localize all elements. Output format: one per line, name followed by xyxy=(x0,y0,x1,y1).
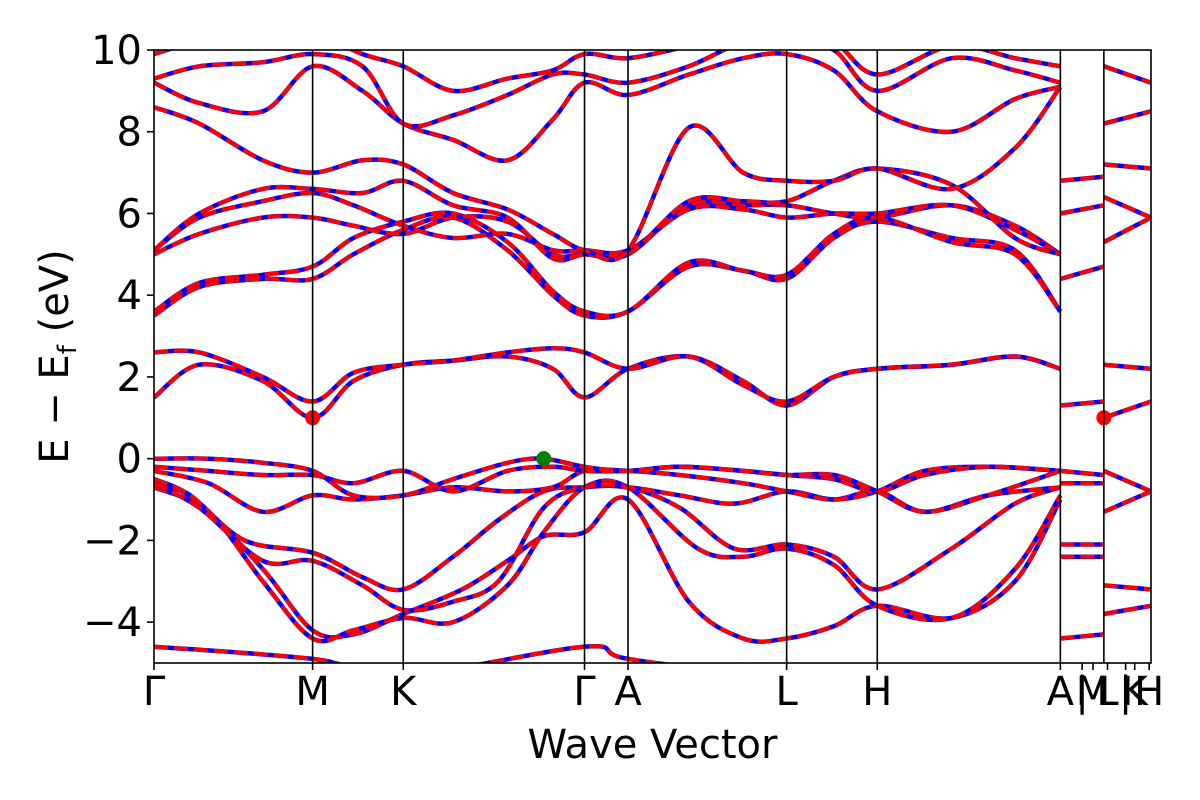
band-35 xyxy=(1103,469,1151,494)
y-tick-label-4: 4 xyxy=(117,273,142,319)
band-21 xyxy=(1060,203,1105,216)
band-13 xyxy=(154,190,1062,257)
band-3-blue xyxy=(154,477,1062,593)
bands-layer xyxy=(154,50,1151,663)
band-30 xyxy=(1102,215,1151,244)
y-axis-label: E − Ef (eV) xyxy=(32,249,83,464)
band-22 xyxy=(1060,174,1105,183)
band-20 xyxy=(1059,264,1105,281)
band-9 xyxy=(154,346,1061,404)
band-19 xyxy=(1060,399,1105,408)
x-tick-label-3: Γ xyxy=(573,669,596,715)
band-32 xyxy=(1103,162,1151,171)
y-tick-label-2: 0 xyxy=(117,437,142,483)
band-27 xyxy=(1060,632,1105,641)
band-38 xyxy=(1103,603,1151,616)
band-37 xyxy=(1103,583,1151,592)
x-tick-label-12: K xyxy=(1122,669,1150,715)
band-11 xyxy=(154,210,1062,319)
band-33 xyxy=(1103,109,1151,126)
y-axis-label-main: E − E xyxy=(32,354,78,464)
y-axis-label-subscript: f xyxy=(53,344,83,354)
extremum-marker-2 xyxy=(536,451,552,467)
x-tick-label-13: H xyxy=(1134,669,1164,715)
band-29 xyxy=(1103,362,1151,371)
x-tick-label-10: L xyxy=(1096,669,1119,715)
x-tick-label-5: L xyxy=(775,669,798,715)
band-23 xyxy=(1060,468,1105,477)
y-tick-label-1: −2 xyxy=(83,518,142,564)
band-31 xyxy=(1103,195,1151,220)
y-axis-ticks: −4 −2 0 2 4 6 8 10 xyxy=(83,28,154,646)
band-13-blue xyxy=(154,190,1062,257)
high-symmetry-lines xyxy=(311,50,1105,663)
x-tick-label-4: A xyxy=(614,669,642,715)
markers-layer xyxy=(305,410,1112,467)
y-tick-label-0: −4 xyxy=(83,600,142,646)
x-tick-label-2: K xyxy=(390,669,418,715)
band-36 xyxy=(1103,489,1151,514)
x-tick-label-1: M xyxy=(295,669,330,715)
band-11-blue xyxy=(154,210,1063,319)
y-tick-label-6: 8 xyxy=(117,110,142,156)
band-28 xyxy=(1103,399,1151,420)
plot-frame xyxy=(153,49,1152,664)
y-tick-label-3: 2 xyxy=(117,355,142,401)
x-axis-label: Wave Vector xyxy=(528,722,779,768)
band-0 xyxy=(154,644,671,663)
x-tick-label-6: H xyxy=(862,669,892,715)
band-34 xyxy=(1103,64,1151,85)
band-18 xyxy=(154,50,1061,94)
band-3 xyxy=(154,477,1062,593)
x-axis-ticks: Γ M K Γ A L H A |ML |KH xyxy=(143,663,1164,715)
x-tick-label-8: | xyxy=(1075,669,1088,715)
x-tick-label-7: A xyxy=(1047,669,1075,715)
y-tick-label-7: 10 xyxy=(91,28,142,74)
x-tick-label-0: Γ xyxy=(143,669,166,715)
x-tick-label-11: | xyxy=(1119,669,1132,715)
x-tick-label-9: M xyxy=(1076,669,1111,715)
y-tick-label-5: 6 xyxy=(117,191,142,237)
y-axis-label-unit: (eV) xyxy=(32,249,78,345)
